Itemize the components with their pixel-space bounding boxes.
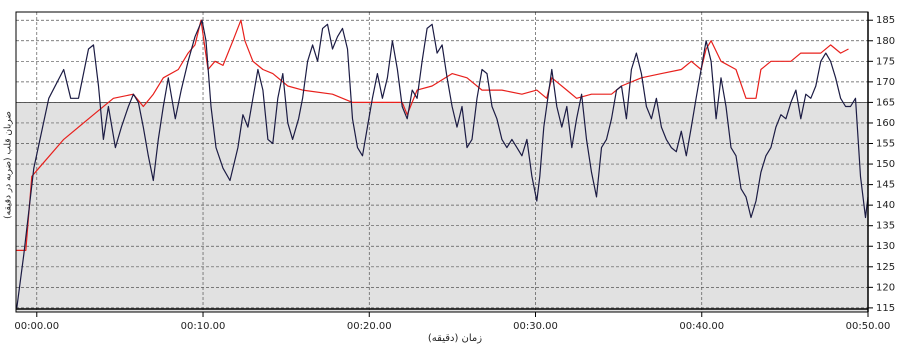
y-tick-label: 115 (876, 303, 895, 314)
shaded-zone (15, 102, 869, 313)
y-tick-label: 180 (876, 36, 895, 47)
line-series (15, 19, 849, 251)
y-tick-label: 160 (876, 118, 895, 129)
y-tick-label: 170 (876, 77, 895, 88)
y-tick-label: 145 (876, 180, 895, 191)
y-tick-label: 150 (876, 159, 895, 170)
x-tick-label: 00:20.00 (347, 321, 392, 332)
y-axis-label: ضربان قلب (ضربه در دقیقه) (4, 111, 14, 219)
x-tick-label: 00:50.00 (846, 321, 891, 332)
y-tick-label: 120 (876, 282, 895, 293)
y-tick-label: 175 (876, 56, 895, 67)
x-tick-label: 00:10.00 (181, 321, 226, 332)
x-tick-label: 00:00.00 (14, 321, 59, 332)
x-tick-label: 00:30.00 (513, 321, 558, 332)
y-tick-label: 165 (876, 97, 895, 108)
y-tick-label: 130 (876, 241, 895, 252)
line-series (16, 19, 869, 308)
y-tick-label: 135 (876, 221, 895, 232)
x-tick-label: 00:40.00 (679, 321, 724, 332)
y-tick-label: 155 (876, 139, 895, 150)
y-tick-label: 185 (876, 15, 895, 26)
y-tick-label: 140 (876, 200, 895, 211)
x-axis-label: زمان (دقیقه) (428, 333, 482, 344)
y-tick-label: 125 (876, 262, 895, 273)
